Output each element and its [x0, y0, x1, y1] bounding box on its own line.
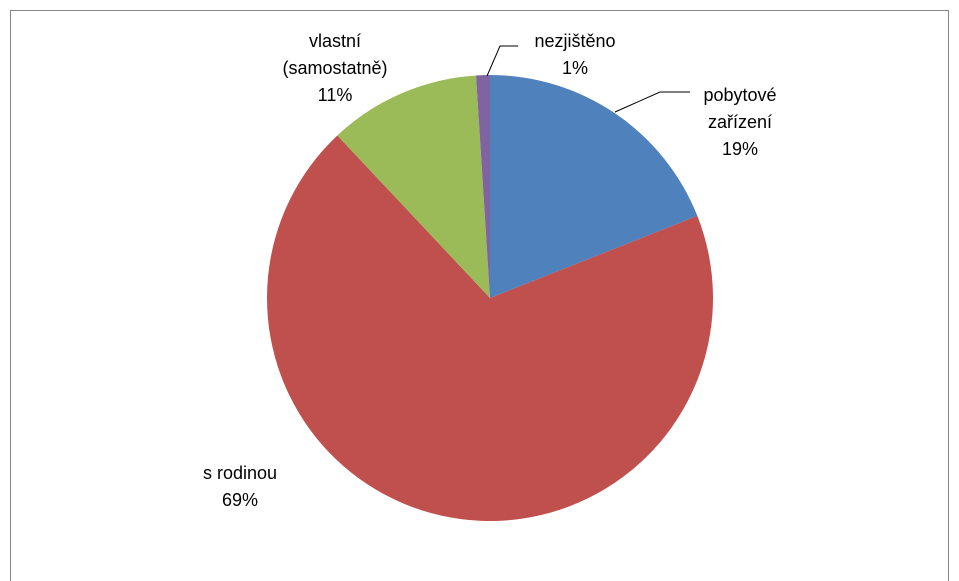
pie-slice: [267, 135, 713, 522]
data-label: s rodinou 69%: [170, 460, 310, 514]
category-label: nezjištěno: [534, 31, 616, 51]
data-label: vlastní (samostatně) 11%: [265, 28, 405, 109]
data-label: pobytové zařízení 19%: [685, 82, 795, 163]
value-label: 11%: [317, 85, 353, 105]
category-label: s rodinou: [202, 463, 278, 483]
value-label: 19%: [721, 139, 759, 159]
leader-line: [486, 45, 518, 77]
pie-slice: [337, 75, 490, 299]
category-label: pobytové zařízení: [703, 85, 777, 132]
pie-slice: [490, 75, 698, 298]
pie-slice: [475, 75, 490, 298]
leader-line: [614, 91, 690, 113]
data-label: nezjištěno 1%: [520, 28, 630, 82]
value-label: 1%: [561, 58, 588, 78]
category-label: vlastní (samostatně): [282, 31, 388, 78]
value-label: 69%: [221, 490, 259, 510]
